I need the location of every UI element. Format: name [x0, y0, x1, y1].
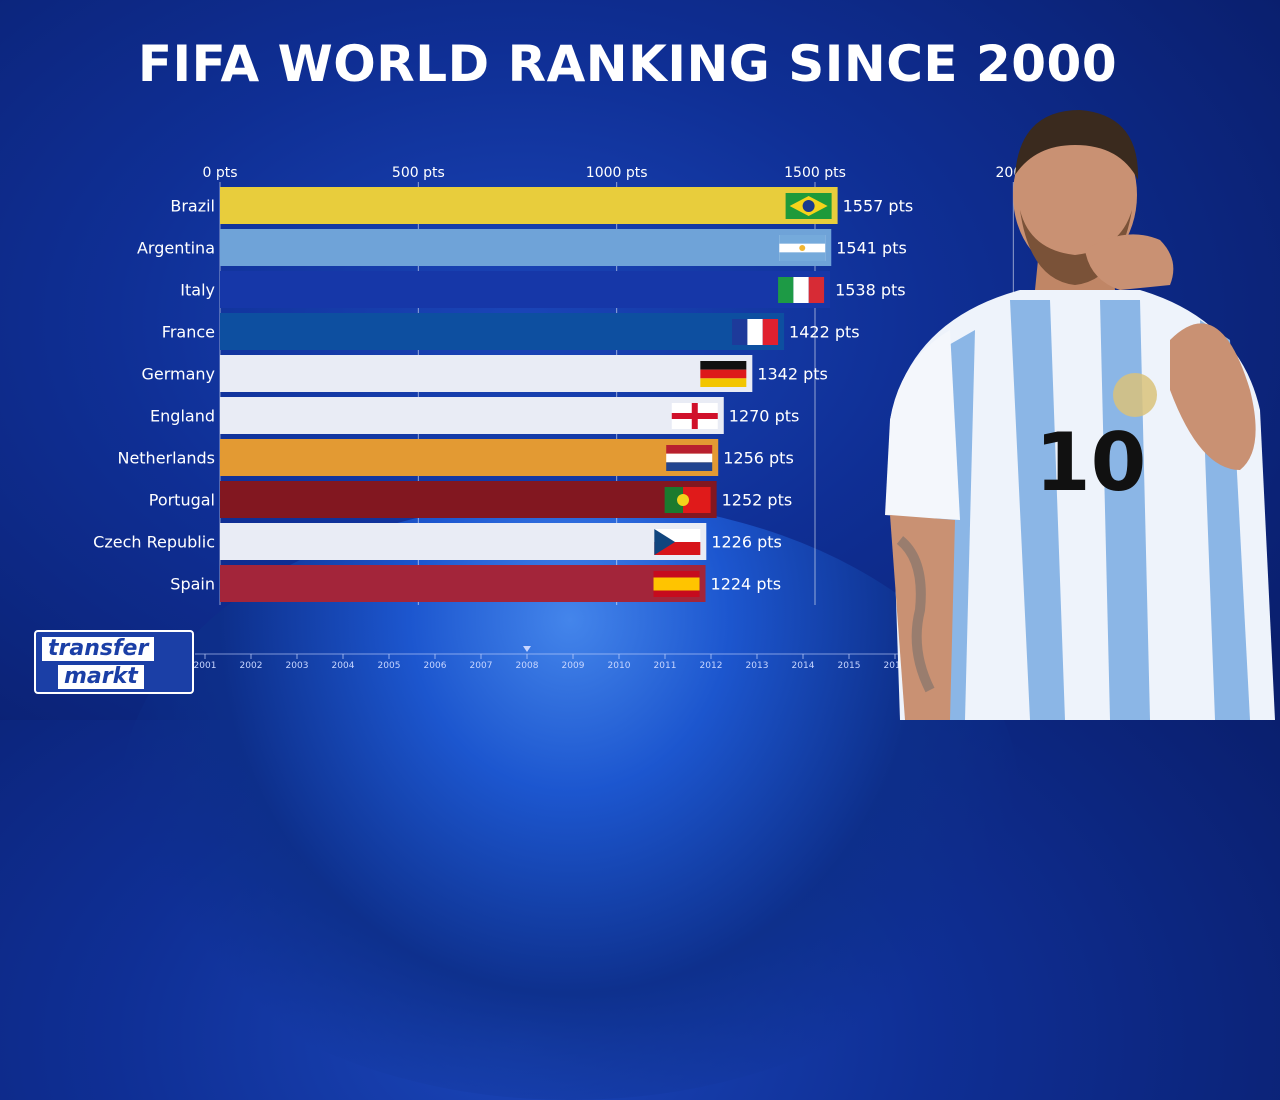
portugal-flag-icon — [664, 487, 711, 513]
argentina-flag-icon — [779, 235, 826, 261]
spain-flag-icon — [653, 571, 700, 597]
category-label: Brazil — [170, 197, 215, 216]
player-photo: 10 — [885, 110, 1275, 720]
value-label: 1226 pts — [711, 533, 782, 552]
timeline-year: 2016 — [884, 661, 907, 671]
timeline-year: 2006 — [424, 661, 447, 671]
bar-chart: 0 pts 500 pts 1000 pts 1500 pts 2000 Brazil 1… — [93, 165, 914, 671]
value-label: 1270 pts — [729, 407, 800, 426]
timeline-year: 2002 — [240, 661, 263, 671]
logo-line-1: transfer — [42, 637, 155, 661]
timeline-year: 2015 — [838, 661, 861, 671]
timeline-marker-icon[interactable] — [523, 646, 531, 652]
timeline-year: 2008 — [516, 661, 539, 671]
value-label: 1538 pts — [835, 281, 906, 300]
timeline-year: 2004 — [332, 661, 355, 671]
value-label: 1256 pts — [723, 449, 794, 468]
value-label: 1252 pts — [722, 491, 793, 510]
timeline-year: 2010 — [608, 661, 631, 671]
x-tick-label: 0 pts — [202, 165, 237, 181]
value-label: 1342 pts — [757, 365, 828, 384]
category-label: Spain — [170, 575, 215, 594]
bar-argentina — [220, 229, 832, 266]
bar-netherlands — [220, 439, 719, 476]
timeline-year: 2009 — [562, 661, 585, 671]
netherlands-flag-icon — [666, 445, 713, 471]
x-tick-label: 1500 pts — [784, 165, 846, 181]
bar-italy — [220, 271, 831, 308]
timeline-year: 2014 — [792, 661, 815, 671]
svg-text:10: 10 — [1035, 416, 1146, 509]
timeline-year: 2005 — [378, 661, 401, 671]
brazil-flag-icon — [785, 193, 832, 219]
timeline-year: 2013 — [746, 661, 769, 671]
bar-germany — [220, 355, 753, 392]
czech-republic-flag-icon — [654, 529, 701, 555]
logo-line-2: markt — [58, 665, 144, 689]
category-label: Netherlands — [117, 449, 215, 468]
category-label: Czech Republic — [93, 533, 215, 552]
timeline-year: 2001 — [194, 661, 217, 671]
x-tick-label: 500 pts — [392, 165, 445, 181]
bar-czech-republic — [220, 523, 707, 560]
bar-england — [220, 397, 724, 434]
italy-flag-icon — [778, 277, 825, 303]
timeline-year: 2007 — [470, 661, 493, 671]
timeline-year: 2003 — [286, 661, 309, 671]
category-label: Argentina — [137, 239, 215, 258]
timeline-year: 2012 — [700, 661, 723, 671]
bar-france — [220, 313, 785, 350]
england-flag-icon — [671, 403, 718, 429]
category-label: England — [150, 407, 215, 426]
category-label: Portugal — [149, 491, 215, 510]
bar-brazil — [220, 187, 838, 224]
value-label: 1224 pts — [711, 575, 782, 594]
transfermarkt-logo: transfer markt — [34, 630, 194, 694]
x-tick-label: 1000 pts — [586, 165, 648, 181]
value-label: 1557 pts — [843, 197, 914, 216]
category-label: Italy — [180, 281, 215, 300]
france-flag-icon — [732, 319, 779, 345]
category-label: Germany — [141, 365, 215, 384]
value-label: 1422 pts — [789, 323, 860, 342]
timeline-year: 2011 — [654, 661, 677, 671]
chart-title: FIFA WORLD RANKING SINCE 2000 — [137, 35, 1118, 93]
value-label: 1541 pts — [836, 239, 907, 258]
bar-portugal — [220, 481, 717, 518]
category-label: France — [162, 323, 215, 342]
germany-flag-icon — [700, 361, 747, 387]
bar-spain — [220, 565, 706, 602]
